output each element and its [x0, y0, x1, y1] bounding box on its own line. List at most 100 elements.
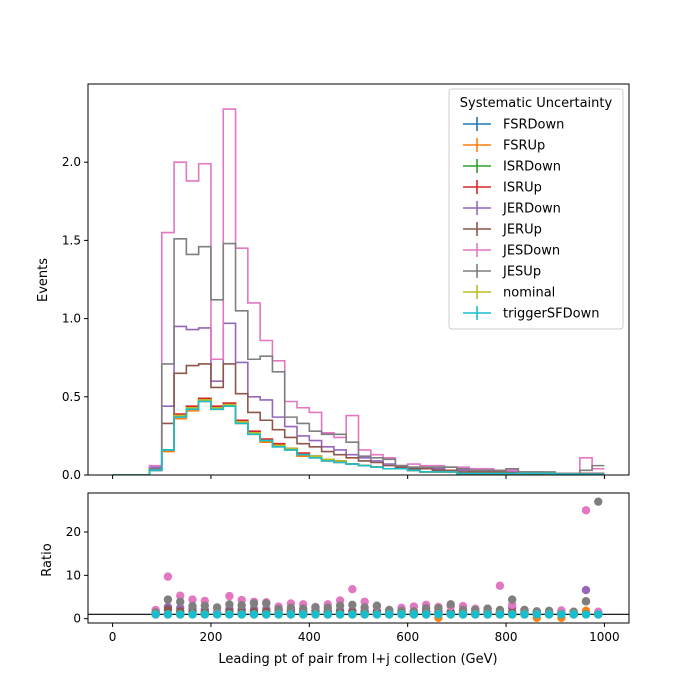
- ratio-point-jesup: [237, 601, 246, 610]
- ratio-point-triggersfdown: [188, 610, 197, 619]
- legend-item-jesdown: JESDown: [463, 243, 560, 259]
- ratio-point-triggersfdown: [557, 610, 566, 619]
- ratio-point-triggersfdown: [495, 610, 505, 619]
- ratio-point-jesup: [372, 601, 382, 610]
- ratio-point-triggersfdown: [323, 610, 332, 619]
- ratio-point-jesup: [225, 600, 234, 609]
- ratio-point-triggersfdown: [520, 610, 529, 619]
- ratio-y-tick-label: 20: [66, 525, 81, 539]
- histogram-jerup-line: [112, 363, 605, 475]
- ratio-y-tick-label: 10: [66, 568, 81, 582]
- ratio-point-triggersfdown: [532, 610, 541, 619]
- legend-title: Systematic Uncertainty: [460, 96, 613, 111]
- ratio-series-group: [151, 497, 603, 622]
- ratio-point-jesdown: [163, 572, 173, 581]
- main-y-tick-label: 1.0: [62, 312, 81, 326]
- ratio-point-jesup: [446, 600, 455, 609]
- main-y-tick-label: 0.0: [62, 468, 81, 482]
- ratio-point-jesdown: [348, 585, 357, 594]
- ratio-point-jesup: [348, 600, 357, 609]
- ratio-point-triggersfdown: [311, 610, 320, 619]
- main-y-ticks: 0.0 0.5 1.0 1.5 2.0: [62, 155, 88, 482]
- ratio-point-triggersfdown: [385, 610, 394, 619]
- ratio-point-triggersfdown: [507, 610, 517, 619]
- ratio-point-jesup: [176, 597, 185, 606]
- ratio-x-tick-label: 200: [200, 630, 223, 644]
- ratio-point-triggersfdown: [409, 610, 419, 619]
- ratio-point-jesup: [212, 603, 222, 612]
- ratio-point-triggersfdown: [360, 610, 369, 619]
- legend-label: nominal: [503, 286, 555, 301]
- ratio-x-tick-label: 0: [109, 630, 117, 644]
- legend: Systematic Uncertainty FSRDown FSRUp ISRDo…: [448, 88, 624, 330]
- ratio-point-jesup: [323, 603, 332, 613]
- legend-items: FSRDown FSRUp ISRDown ISRUp JERDown JERUp JESD…: [463, 117, 599, 322]
- ratio-point-triggersfdown: [200, 610, 210, 619]
- legend-label: JERDown: [502, 202, 561, 217]
- ratio-point-triggersfdown: [298, 610, 308, 619]
- ratio-point-jesup: [335, 601, 345, 610]
- main-y-tick-label: 2.0: [62, 155, 81, 169]
- ratio-point-jesup: [594, 497, 603, 506]
- main-y-tick-label: 0.5: [62, 390, 81, 404]
- ratio-point-triggersfdown: [397, 610, 406, 619]
- ratio-y-ticks: 0 10 20: [66, 525, 88, 626]
- ratio-point-jesup: [200, 601, 210, 610]
- ratio-point-jesdown: [581, 506, 591, 515]
- main-y-axis-label: Events: [36, 258, 51, 302]
- ratio-point-jesdown: [176, 591, 185, 600]
- ratio-point-jesdown: [188, 595, 197, 604]
- ratio-y-axis-label: Ratio: [40, 543, 55, 576]
- legend-item-nominal: nominal: [463, 285, 555, 301]
- ratio-point-jerdown: [581, 585, 591, 595]
- ratio-point-jesup: [421, 604, 431, 613]
- ratio-x-tick-label: 600: [396, 630, 419, 644]
- histogram-triggersfdown-line: [112, 400, 605, 475]
- legend-label: JESUp: [502, 265, 541, 280]
- ratio-point-triggersfdown: [348, 610, 357, 619]
- legend-item-jerdown: JERDown: [463, 201, 561, 217]
- ratio-point-jesup: [163, 595, 173, 604]
- legend-item-fsrdown: FSRDown: [463, 117, 564, 133]
- ratio-point-triggersfdown: [176, 610, 185, 619]
- legend-item-jesup: JESUp: [463, 264, 541, 280]
- ratio-point-triggersfdown: [434, 610, 443, 619]
- ratio-point-triggersfdown: [471, 610, 480, 619]
- main-axes-frame: [87, 83, 630, 476]
- ratio-point-triggersfdown: [225, 610, 234, 619]
- ratio-point-triggersfdown: [446, 610, 455, 619]
- ratio-point-jesup: [262, 599, 271, 608]
- ratio-y-tick-label: 0: [73, 612, 81, 626]
- ratio-point-jesdown: [495, 581, 505, 590]
- ratio-point-triggersfdown: [212, 610, 222, 619]
- legend-item-fsrup: FSRUp: [463, 138, 545, 154]
- ratio-point-triggersfdown: [237, 610, 246, 619]
- ratio-point-triggersfdown: [458, 610, 468, 619]
- legend-item-isrdown: ISRDown: [463, 159, 561, 175]
- ratio-x-tick-label: 800: [495, 630, 518, 644]
- histogram-jesup-line: [112, 238, 605, 475]
- ratio-x-tick-label: 400: [298, 630, 321, 644]
- ratio-point-triggersfdown: [163, 610, 173, 619]
- ratio-x-tick-label: 1000: [589, 630, 620, 644]
- main-y-tick-label: 1.5: [62, 233, 81, 247]
- ratio-point-jesup: [188, 601, 197, 611]
- ratio-x-axis-label: Leading pt of pair from l+j collection (…: [218, 652, 497, 667]
- ratio-axes-frame: [87, 492, 630, 624]
- ratio-panel: 0 200 400 600 800 1000 0 10 20 Leading pt of pa…: [40, 492, 630, 667]
- ratio-point-jesup: [360, 603, 369, 612]
- legend-label: JESDown: [502, 244, 560, 259]
- ratio-point-jesup: [434, 604, 443, 613]
- legend-label: ISRUp: [503, 181, 542, 196]
- ratio-point-triggersfdown: [483, 610, 492, 619]
- main-series-group: [112, 108, 605, 475]
- legend-item-jerup: JERUp: [463, 222, 542, 238]
- ratio-point-triggersfdown: [249, 610, 259, 619]
- ratio-point-triggersfdown: [372, 610, 382, 619]
- ratio-point-triggersfdown: [335, 610, 345, 619]
- legend-label: JERUp: [502, 223, 542, 238]
- ratio-point-jesup: [507, 595, 517, 604]
- ratio-point-triggersfdown: [274, 610, 283, 619]
- legend-label: FSRDown: [503, 118, 564, 133]
